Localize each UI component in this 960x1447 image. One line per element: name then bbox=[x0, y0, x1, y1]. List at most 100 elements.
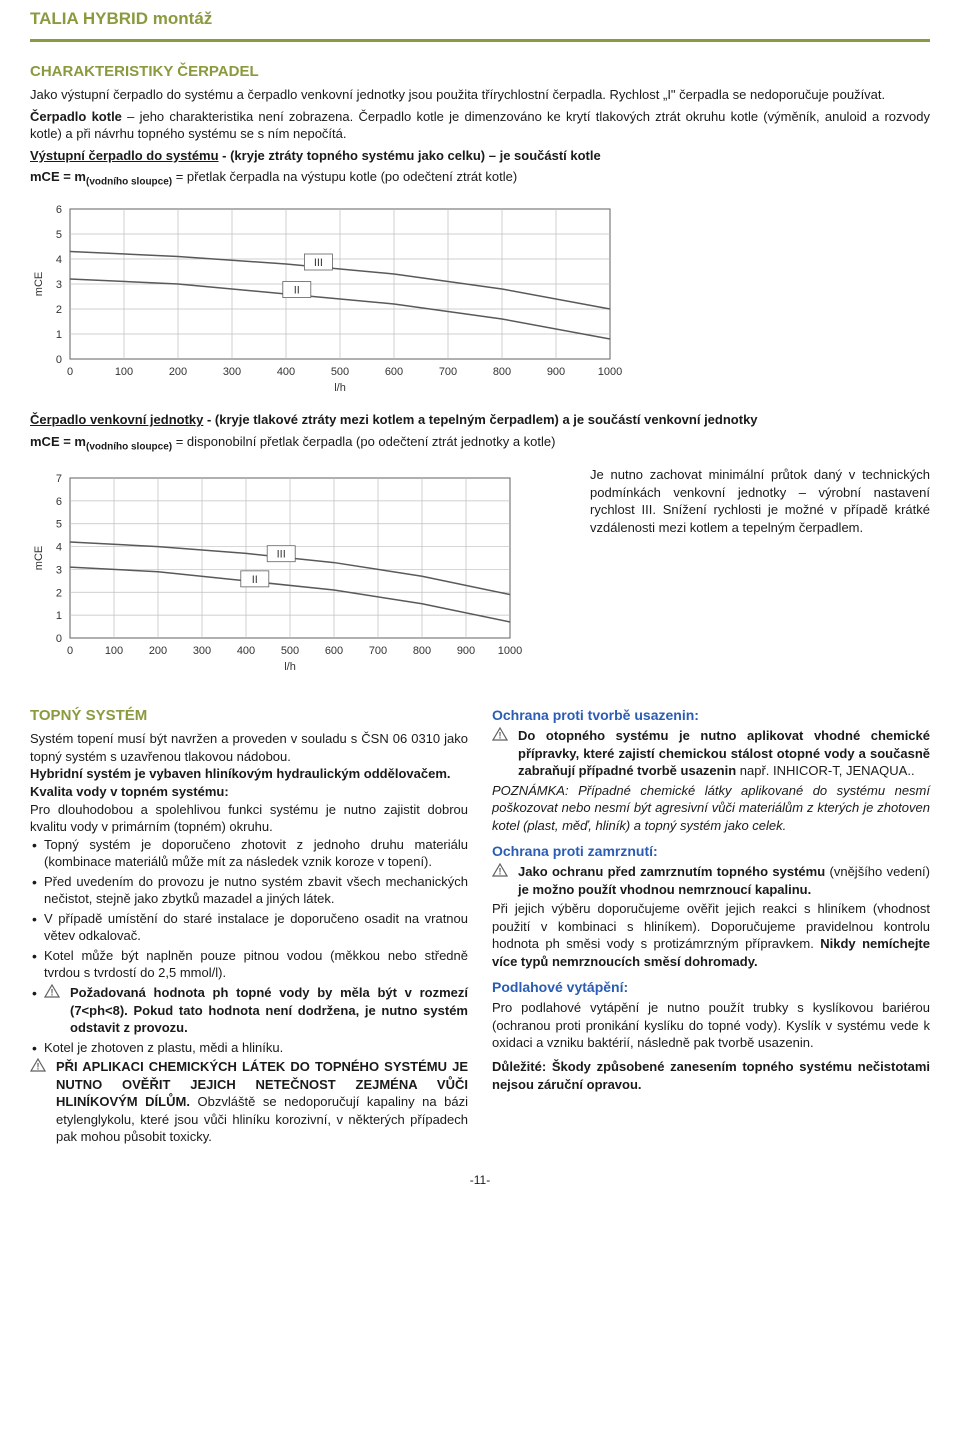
svg-text:1: 1 bbox=[56, 329, 62, 341]
svg-text:1: 1 bbox=[56, 610, 62, 622]
antifreeze-b: (vnějšího vedení) bbox=[825, 864, 930, 879]
warning-icon: ! bbox=[30, 1058, 46, 1146]
list-item: Před uvedením do provozu je nutno systém… bbox=[30, 873, 468, 908]
outdoor-pump-2: mCE = m(vodního sloupce) = disponobilní … bbox=[30, 433, 930, 454]
list-item: Kotel může být naplněn pouze pitnou vodo… bbox=[30, 947, 468, 982]
svg-text:500: 500 bbox=[281, 645, 299, 657]
section-title-pumps: CHARAKTERISTIKY ČERPADEL bbox=[30, 62, 930, 82]
chart-2-side-note: Je nutno zachovat minimální průtok daný … bbox=[590, 458, 930, 536]
svg-text:600: 600 bbox=[325, 645, 343, 657]
chart-2-row: Je nutno zachovat minimální průtok daný … bbox=[30, 458, 930, 690]
list-item: V případě umístění do staré instalace je… bbox=[30, 910, 468, 945]
heating-p3: Pro dlouhodobou a spolehlivou funkci sys… bbox=[30, 801, 468, 836]
outdoor-pump-1: Čerpadlo venkovní jednotky - (kryje tlak… bbox=[30, 411, 930, 429]
deposits-warning-text: Do otopného systému je nutno aplikovat v… bbox=[518, 727, 930, 780]
svg-text:mCE: mCE bbox=[33, 546, 45, 570]
pumps-output-2: mCE = m(vodního sloupce) = přetlak čerpa… bbox=[30, 168, 930, 189]
svg-text:1000: 1000 bbox=[598, 366, 622, 378]
chart-2: 0 1 2 3 4 5 6 7 0 100 200 300 400 500 600 700 800 900 1000… bbox=[30, 466, 550, 676]
svg-text:700: 700 bbox=[369, 645, 387, 657]
chart-1-container: 012345601002003004005006007008009001000m… bbox=[30, 197, 930, 397]
deposits-warning: ! Do otopného systému je nutno aplikovat… bbox=[492, 727, 930, 780]
column-right: Ochrana proti tvorbě usazenin: ! Do otop… bbox=[492, 698, 930, 1148]
pumps-output-label: Výstupní čerpadlo do systému bbox=[30, 148, 219, 163]
svg-text:300: 300 bbox=[193, 645, 211, 657]
svg-text:II: II bbox=[294, 285, 300, 297]
two-column-section: TOPNÝ SYSTÉM Systém topení musí být navr… bbox=[30, 698, 930, 1148]
heating-p1: Systém topení musí být navržen a provede… bbox=[30, 730, 468, 765]
ph-warning-text: Požadovaná hodnota ph topné vody by měla… bbox=[70, 984, 468, 1037]
list-item: Topný systém je doporučeno zhotovit z je… bbox=[30, 836, 468, 871]
mce-pref-1: mCE = m bbox=[30, 169, 86, 184]
svg-text:l/h: l/h bbox=[334, 382, 346, 394]
svg-text:100: 100 bbox=[105, 645, 123, 657]
svg-text:l/h: l/h bbox=[284, 661, 296, 673]
page-title: TALIA HYBRID montáž bbox=[30, 8, 930, 31]
warning-icon: ! bbox=[492, 863, 508, 898]
outdoor-pump-text: - (kryje tlakové ztráty mezi kotlem a te… bbox=[203, 412, 757, 427]
mce-sub-1: (vodního sloupce) bbox=[86, 177, 172, 188]
svg-text:500: 500 bbox=[331, 366, 349, 378]
chemical-warning: ! PŘI APLIKACI CHEMICKÝCH LÁTEK DO TOPNÉ… bbox=[30, 1058, 468, 1146]
svg-text:300: 300 bbox=[223, 366, 241, 378]
antifreeze-p1: Při jejich výběru doporučujeme ověřit je… bbox=[492, 900, 930, 970]
chemical-warning-text: PŘI APLIKACI CHEMICKÝCH LÁTEK DO TOPNÉHO… bbox=[56, 1058, 468, 1146]
svg-text:II: II bbox=[252, 574, 258, 586]
warning-icon: ! bbox=[492, 727, 508, 780]
h-deposits: Ochrana proti tvorbě usazenin: bbox=[492, 706, 930, 725]
svg-text:3: 3 bbox=[56, 279, 62, 291]
svg-text:!: ! bbox=[499, 867, 502, 877]
svg-text:6: 6 bbox=[56, 204, 62, 216]
page-header: TALIA HYBRID montáž bbox=[30, 0, 930, 42]
svg-text:!: ! bbox=[37, 1062, 40, 1072]
svg-text:7: 7 bbox=[56, 473, 62, 485]
pumps-boiler: Čerpadlo kotle – jeho charakteristika ne… bbox=[30, 108, 930, 143]
chart-1: 012345601002003004005006007008009001000m… bbox=[30, 197, 650, 397]
svg-text:0: 0 bbox=[67, 366, 73, 378]
important-note: Důležité: Škody způsobené zanesením topn… bbox=[492, 1058, 930, 1093]
svg-text:0: 0 bbox=[67, 645, 73, 657]
svg-text:800: 800 bbox=[413, 645, 431, 657]
list-item: Kotel je zhotoven z plastu, mědi a hliní… bbox=[30, 1039, 468, 1057]
page-number: -11- bbox=[30, 1172, 930, 1188]
svg-text:3: 3 bbox=[56, 565, 62, 577]
svg-text:400: 400 bbox=[237, 645, 255, 657]
h-floor-heating: Podlahové vytápění: bbox=[492, 978, 930, 997]
h-antifreeze: Ochrana proti zamrznutí: bbox=[492, 842, 930, 861]
pumps-output-1: Výstupní čerpadlo do systému - (kryje zt… bbox=[30, 147, 930, 165]
antifreeze-c: je možno použít vhodnou nemrznoucí kapal… bbox=[518, 882, 811, 897]
svg-text:5: 5 bbox=[56, 519, 62, 531]
svg-text:800: 800 bbox=[493, 366, 511, 378]
svg-text:700: 700 bbox=[439, 366, 457, 378]
svg-text:2: 2 bbox=[56, 304, 62, 316]
svg-text:0: 0 bbox=[56, 354, 62, 366]
svg-text:4: 4 bbox=[56, 542, 62, 554]
svg-text:0: 0 bbox=[56, 633, 62, 645]
warning-icon: ! bbox=[44, 984, 60, 1037]
svg-text:6: 6 bbox=[56, 496, 62, 508]
deposits-note: POZNÁMKA: Případné chemické látky apliko… bbox=[492, 782, 930, 835]
svg-text:1000: 1000 bbox=[498, 645, 522, 657]
svg-text:100: 100 bbox=[115, 366, 133, 378]
svg-text:!: ! bbox=[51, 988, 54, 998]
svg-text:2: 2 bbox=[56, 587, 62, 599]
antifreeze-warning-text: Jako ochranu před zamrznutím topného sys… bbox=[518, 863, 930, 898]
svg-text:mCE: mCE bbox=[33, 272, 45, 296]
section-outdoor-pump: Čerpadlo venkovní jednotky - (kryje tlak… bbox=[30, 411, 930, 454]
svg-text:200: 200 bbox=[149, 645, 167, 657]
antifreeze-warning: ! Jako ochranu před zamrznutím topného s… bbox=[492, 863, 930, 898]
antifreeze-a: Jako ochranu před zamrznutím topného sys… bbox=[518, 864, 825, 879]
heating-bullets: Topný systém je doporučeno zhotovit z je… bbox=[30, 836, 468, 1057]
floor-heating-p1: Pro podlahové vytápění je nutno použít t… bbox=[492, 999, 930, 1052]
section-title-heating: TOPNÝ SYSTÉM bbox=[30, 706, 468, 726]
svg-text:200: 200 bbox=[169, 366, 187, 378]
svg-text:III: III bbox=[277, 549, 286, 561]
svg-text:900: 900 bbox=[547, 366, 565, 378]
mce-rest-2: = disponobilní přetlak čerpadla (po odeč… bbox=[172, 434, 555, 449]
heating-water-quality-h: Kvalita vody v topném systému: bbox=[30, 783, 468, 801]
pumps-intro: Jako výstupní čerpadlo do systému a čerp… bbox=[30, 86, 930, 104]
mce-pref-2: mCE = m bbox=[30, 434, 86, 449]
deposits-warn-b: např. INHICOR-T, JENAQUA.. bbox=[736, 763, 914, 778]
svg-text:900: 900 bbox=[457, 645, 475, 657]
column-left: TOPNÝ SYSTÉM Systém topení musí být navr… bbox=[30, 698, 468, 1148]
